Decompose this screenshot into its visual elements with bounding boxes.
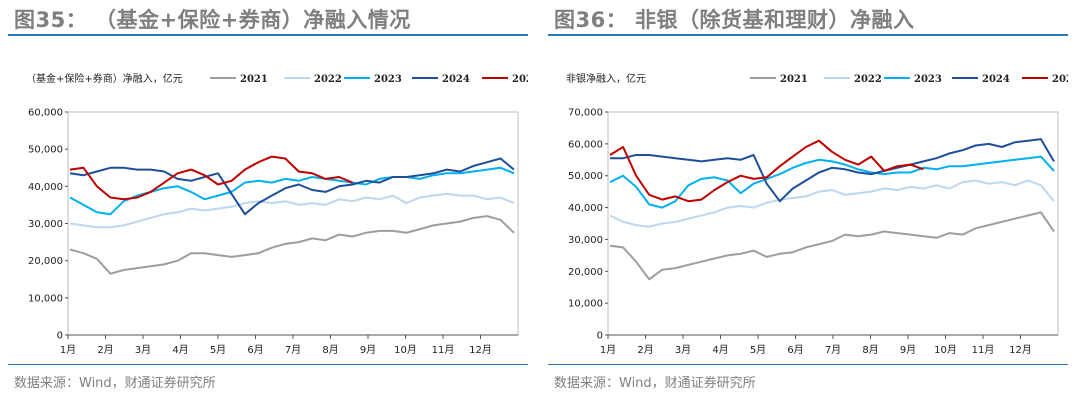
figure-35-line-chart: （基金+保险+券商）净融入，亿元 2021 2022 2023 2024 2025 0 10,… [26, 72, 528, 356]
x-tick-label: 5月 [210, 344, 226, 356]
figure-36-title: 图36： 非银（除货基和理财）净融入 [554, 8, 915, 32]
x-tick-label: 3月 [675, 344, 691, 356]
legend-label-2021: 2021 [780, 74, 808, 85]
legend-label-2024: 2024 [442, 74, 470, 85]
legend-label-2021: 2021 [240, 74, 268, 85]
legend-label-2022: 2022 [314, 74, 342, 85]
y-tick-label: 10,000 [28, 293, 63, 304]
x-tick-label: 3月 [135, 344, 151, 356]
series-line-2025 [609, 139, 924, 203]
legend-label-2025: 2025 [1052, 74, 1068, 85]
x-tick-label: 5月 [750, 344, 766, 356]
y-tick-label: 20,000 [568, 267, 603, 278]
title-divider [548, 34, 1068, 36]
x-tick-label: 12月 [1009, 344, 1032, 356]
title-divider [8, 34, 528, 36]
series-line-2025 [69, 155, 353, 201]
legend-label-2023: 2023 [374, 74, 402, 85]
x-tick-label: 6月 [247, 344, 263, 356]
y-tick-label: 60,000 [28, 108, 63, 119]
x-tick-label: 2月 [637, 344, 653, 356]
x-tick-label: 9月 [900, 344, 916, 356]
figure-35-title: 图35： （基金+保险+券商）净融入情况 [14, 8, 411, 32]
x-tick-label: 9月 [360, 344, 376, 356]
y-axis-label: （基金+保险+券商）净融入，亿元 [26, 72, 183, 85]
y-tick-label: 0 [57, 331, 63, 342]
y-tick-label: 50,000 [568, 171, 603, 182]
figure-36-panel: 图36： 非银（除货基和理财）净融入 非银净融入，亿元 2021 2022 2023 2… [548, 0, 1068, 400]
y-tick-label: 30,000 [28, 219, 63, 230]
x-tick-label: 10月 [934, 344, 957, 356]
x-tick-label: 12月 [469, 344, 492, 356]
x-tick-label: 7月 [285, 344, 301, 356]
legend-label-2023: 2023 [914, 74, 942, 85]
legend-label-2024: 2024 [982, 74, 1010, 85]
series-line-2024 [69, 157, 515, 216]
y-tick-label: 20,000 [28, 256, 63, 267]
legend-label-2022: 2022 [854, 74, 882, 85]
source-divider [8, 364, 528, 365]
x-tick-label: 1月 [60, 344, 76, 356]
series-line-2024 [610, 138, 1055, 203]
x-tick-label: 8月 [322, 344, 338, 356]
series-line-2021 [69, 215, 515, 275]
y-tick-label: 40,000 [28, 182, 63, 193]
x-tick-label: 11月 [972, 344, 995, 356]
x-tick-label: 11月 [432, 344, 455, 356]
x-tick-label: 10月 [394, 344, 417, 356]
x-tick-label: 1月 [600, 344, 616, 356]
y-tick-label: 10,000 [568, 299, 603, 310]
x-tick-label: 2月 [97, 344, 113, 356]
series-line-2021 [609, 211, 1055, 281]
y-tick-label: 0 [597, 331, 603, 342]
x-tick-label: 7月 [825, 344, 841, 356]
x-tick-label: 4月 [172, 344, 188, 356]
y-tick-label: 70,000 [568, 108, 603, 119]
figure-35-panel: 图35： （基金+保险+券商）净融入情况 （基金+保险+券商）净融入，亿元 202… [8, 0, 528, 400]
y-axis-label: 非银净融入，亿元 [566, 72, 646, 85]
source-note: 数据来源：Wind，财通证券研究所 [554, 376, 756, 391]
y-tick-label: 40,000 [568, 203, 603, 214]
series-line-2022 [609, 179, 1055, 228]
source-divider [548, 364, 1068, 365]
source-note: 数据来源：Wind，财通证券研究所 [14, 376, 216, 391]
y-tick-label: 50,000 [28, 145, 63, 156]
plot-area-frame [607, 111, 1059, 336]
series-line-2023 [609, 155, 1055, 209]
y-tick-label: 60,000 [568, 139, 603, 150]
series-line-2022 [69, 192, 515, 229]
series-line-2023 [69, 166, 515, 216]
figure-36-line-chart: 非银净融入，亿元 2021 2022 2023 2024 2025 0 10,000 20,00… [566, 72, 1068, 356]
x-tick-label: 6月 [787, 344, 803, 356]
x-tick-label: 4月 [712, 344, 728, 356]
y-tick-label: 30,000 [568, 235, 603, 246]
legend-label-2025: 2025 [512, 74, 528, 85]
x-tick-label: 8月 [862, 344, 878, 356]
